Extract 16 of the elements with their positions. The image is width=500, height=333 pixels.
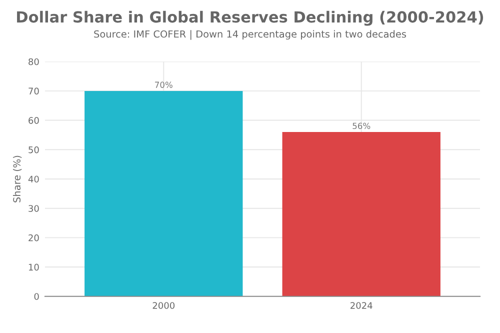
chart-subtitle: Source: IMF COFER | Down 14 percentage points in two decades (94, 30, 406, 40)
y-tick-label: 10 (28, 264, 39, 271)
y-tick-label: 20 (28, 234, 39, 242)
data-label: 56% (352, 122, 370, 130)
x-tick-label: 2024 (350, 302, 372, 309)
y-tick-label: 80 (28, 58, 39, 66)
y-tick-label: 30 (28, 205, 39, 212)
y-tick-label: 70 (28, 88, 39, 95)
y-tick-label: 50 (28, 146, 39, 154)
y-tick-label: 60 (28, 117, 39, 124)
data-label: 70% (155, 82, 172, 88)
y-axis-title: Share (%) (12, 156, 22, 202)
y-tick-label: 40 (28, 176, 39, 183)
chart-title: Dollar Share in Global Reserves Declining (2000-2024) (17, 10, 484, 26)
y-tick-label: 0 (34, 293, 39, 300)
x-tick-label: 2000 (152, 302, 175, 309)
